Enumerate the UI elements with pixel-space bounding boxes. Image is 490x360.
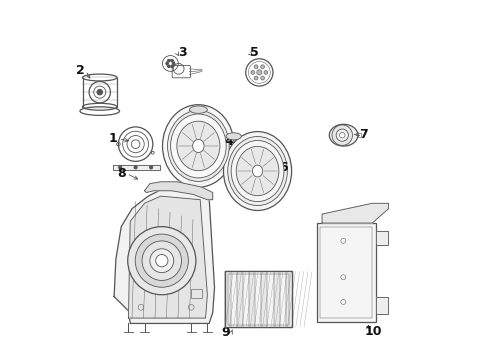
Ellipse shape (252, 165, 263, 177)
Ellipse shape (177, 121, 220, 171)
Text: 3: 3 (178, 46, 187, 59)
Circle shape (168, 60, 170, 62)
Polygon shape (376, 231, 389, 245)
Polygon shape (113, 165, 160, 170)
Polygon shape (244, 271, 249, 327)
Ellipse shape (163, 105, 234, 187)
Circle shape (171, 60, 173, 62)
Circle shape (142, 241, 182, 280)
Text: 2: 2 (76, 64, 85, 77)
Circle shape (254, 76, 258, 80)
Polygon shape (255, 271, 262, 327)
Circle shape (134, 166, 137, 169)
Circle shape (336, 129, 348, 141)
Circle shape (166, 62, 168, 64)
Ellipse shape (193, 139, 204, 153)
Ellipse shape (223, 132, 292, 211)
Ellipse shape (236, 147, 279, 196)
Circle shape (119, 166, 122, 169)
Text: 4: 4 (224, 135, 233, 148)
Polygon shape (225, 271, 231, 327)
Bar (317, 223, 376, 321)
Text: 8: 8 (117, 167, 125, 180)
Polygon shape (249, 271, 255, 327)
Polygon shape (322, 203, 389, 223)
Text: 5: 5 (250, 46, 259, 59)
Polygon shape (376, 297, 389, 315)
Polygon shape (262, 271, 268, 327)
Circle shape (340, 132, 345, 138)
Text: 9: 9 (221, 326, 230, 339)
Polygon shape (237, 271, 244, 327)
Ellipse shape (228, 136, 287, 206)
Ellipse shape (190, 106, 207, 113)
Circle shape (254, 65, 258, 68)
Polygon shape (268, 271, 273, 327)
Text: 7: 7 (359, 128, 368, 141)
Circle shape (257, 70, 262, 75)
Circle shape (150, 249, 174, 273)
Circle shape (156, 255, 168, 267)
Circle shape (97, 90, 102, 95)
Polygon shape (280, 271, 286, 327)
Circle shape (128, 226, 196, 295)
Ellipse shape (231, 140, 284, 202)
Circle shape (261, 76, 265, 80)
Text: 6: 6 (279, 161, 288, 174)
Circle shape (171, 65, 173, 67)
Circle shape (172, 62, 175, 64)
Circle shape (261, 65, 265, 68)
Polygon shape (286, 271, 292, 327)
Ellipse shape (226, 133, 242, 140)
Circle shape (332, 125, 352, 145)
Circle shape (264, 71, 268, 74)
Circle shape (150, 166, 152, 169)
Text: 1: 1 (109, 132, 118, 145)
Bar (191, 289, 202, 298)
Bar (358, 133, 361, 137)
Polygon shape (273, 271, 280, 327)
Text: 10: 10 (365, 325, 382, 338)
Circle shape (251, 71, 255, 74)
Bar (228, 274, 289, 324)
Polygon shape (114, 189, 215, 323)
Polygon shape (231, 271, 237, 327)
Ellipse shape (329, 124, 358, 146)
Polygon shape (145, 182, 213, 200)
Bar (225, 271, 292, 327)
Circle shape (131, 140, 140, 148)
Bar (225, 271, 292, 327)
Circle shape (135, 234, 188, 287)
Ellipse shape (171, 114, 226, 178)
Circle shape (168, 65, 170, 67)
Ellipse shape (168, 111, 229, 181)
Polygon shape (128, 196, 207, 318)
Bar (320, 226, 372, 318)
